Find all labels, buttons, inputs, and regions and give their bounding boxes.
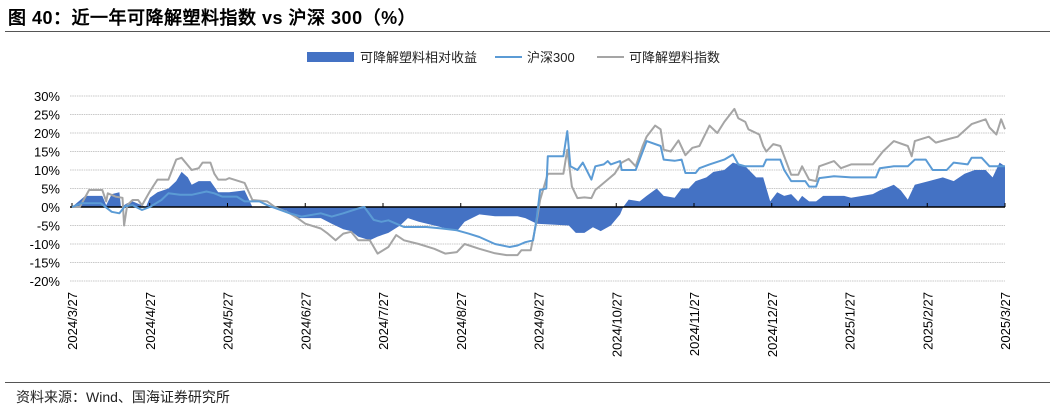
series-index-line: [72, 107, 1006, 257]
x-tick-label: 2024/4/27: [143, 292, 158, 350]
legend-label-index: 可降解塑料指数: [629, 50, 720, 65]
y-tick-label: 25%: [34, 108, 60, 123]
x-tick-label: 2025/2/27: [920, 292, 935, 350]
y-tick-label: 20%: [34, 126, 60, 141]
x-tick-label: 2024/11/27: [687, 292, 702, 356]
y-tick-label: -15%: [30, 256, 61, 271]
legend-label-relative: 可降解塑料相对收益: [360, 50, 477, 65]
y-tick-label: 10%: [34, 163, 60, 178]
x-tick-label: 2024/3/27: [65, 292, 80, 350]
legend: 可降解塑料相对收益 沪深300 可降解塑料指数: [307, 50, 720, 65]
figure-title: 图 40：近一年可降解塑料指数 vs 沪深 300（%）: [8, 8, 417, 28]
x-tick-label: 2024/7/27: [376, 292, 391, 350]
y-tick-label: 0%: [41, 200, 60, 215]
y-tick-label: -20%: [30, 274, 61, 289]
x-tick-label: 2024/6/27: [298, 292, 313, 350]
legend-label-hs300: 沪深300: [527, 50, 575, 65]
x-tick-label: 2024/9/27: [532, 292, 547, 350]
source-note: 资料来源：Wind、国海证券研究所: [16, 389, 230, 405]
gridlines: [70, 95, 1005, 282]
series-hs300-line: [71, 130, 1005, 248]
series-layer: [70, 107, 1006, 257]
x-tick-label: 2025/1/27: [843, 292, 858, 350]
y-tick-label: 15%: [34, 145, 60, 160]
series-relative-return-area: [72, 162, 1005, 241]
y-tick-label: 30%: [34, 89, 60, 104]
x-axis-ticks: 2024/3/27 2024/4/27 2024/5/27 2024/6/27 2024…: [65, 292, 1013, 357]
y-axis-ticks: 30% 25% 20% 15% 10% 5% 0% -5% -10% -15% -20%: [30, 89, 61, 289]
legend-swatch-relative: [307, 52, 354, 62]
y-tick-label: 5%: [41, 182, 60, 197]
x-tick-label: 2024/8/27: [454, 292, 469, 350]
x-tick-label: 2025/3/27: [998, 292, 1013, 350]
source-divider: [5, 382, 1050, 383]
title-divider: [5, 31, 1050, 32]
x-tick-label: 2024/5/27: [221, 292, 236, 350]
x-tick-label: 2024/10/27: [609, 292, 624, 357]
y-tick-label: -5%: [37, 219, 61, 234]
x-tick-label: 2024/12/27: [765, 292, 780, 357]
y-tick-label: -10%: [30, 237, 61, 252]
